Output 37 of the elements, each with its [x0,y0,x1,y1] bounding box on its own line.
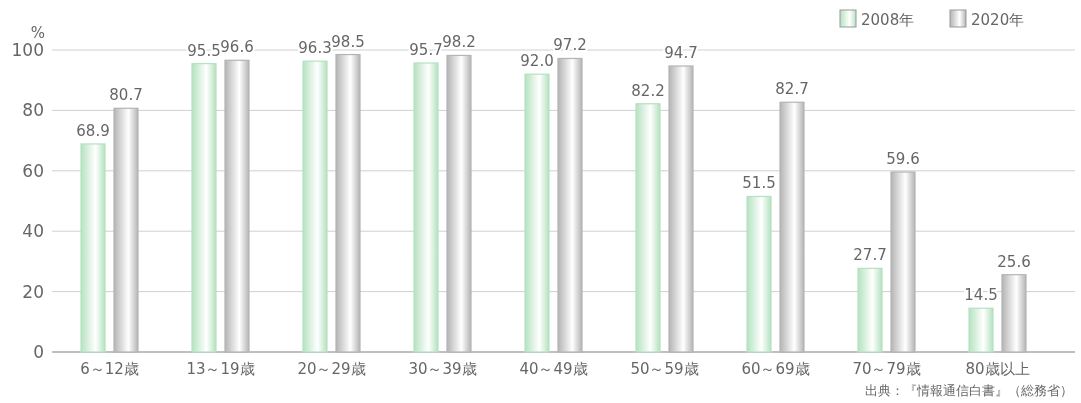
data-label: 92.0 [520,52,554,71]
y-tick-label: 20 [22,281,44,302]
data-label: 96.6 [220,38,254,57]
data-label: 82.7 [775,80,809,99]
legend-label: 2020年 [971,11,1025,29]
data-label: 94.7 [664,44,698,63]
y-tick-label: 80 [22,100,44,121]
y-tick-label: 100 [11,40,44,60]
x-tick-label: 50～59歳 [630,360,699,378]
data-label: 25.6 [997,252,1031,271]
data-label: 80.7 [109,86,143,105]
data-label: 14.5 [964,286,998,305]
source-note: 出典：『情報通信白書』（総務省） [865,383,1073,398]
data-label: 98.5 [331,32,365,51]
data-label: 98.2 [442,33,476,52]
x-tick-label: 13～19歳 [186,360,255,378]
x-tick-label: 60～69歳 [741,360,810,378]
y-tick-label: 0 [33,342,44,362]
legend-label: 2008年 [861,11,915,29]
y-axis-title: % [30,24,46,42]
y-tick-label: 60 [22,160,44,181]
data-label: 68.9 [76,121,110,140]
data-label: 51.5 [742,174,776,193]
data-label: 59.6 [886,150,920,169]
x-tick-label: 70～79歳 [852,360,921,378]
y-tick-label: 40 [22,221,44,242]
x-tick-label: 40～49歳 [519,360,588,378]
data-label: 95.7 [409,40,443,59]
data-label: 96.3 [298,39,332,58]
data-label: 27.7 [853,246,887,265]
x-tick-label: 20～29歳 [297,360,366,378]
data-label: 95.5 [187,41,221,60]
data-label: 97.2 [553,36,587,55]
x-tick-label: 80歳以上 [965,360,1030,378]
data-label: 82.2 [631,81,665,100]
x-tick-label: 6～12歳 [80,360,139,378]
x-tick-label: 30～39歳 [408,360,477,378]
